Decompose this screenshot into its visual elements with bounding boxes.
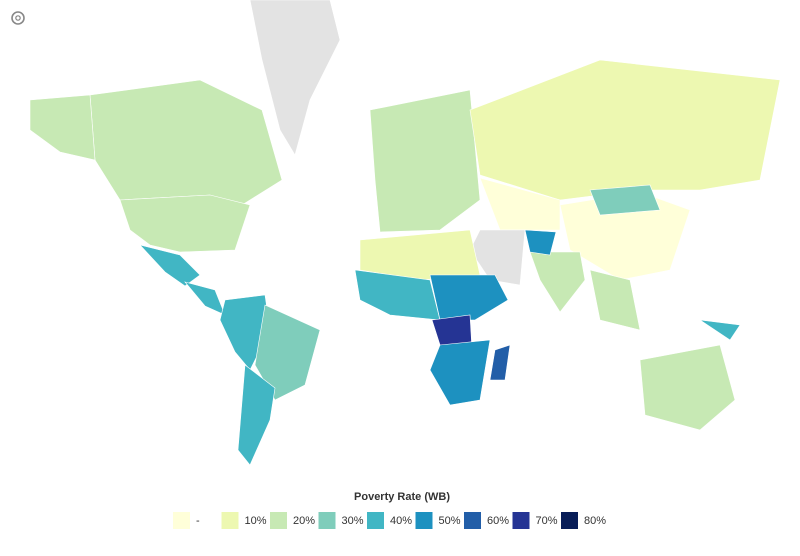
country [479,177,561,231]
country [184,281,226,316]
country [639,344,736,431]
legend-label: 80% [584,515,606,527]
country [359,229,481,281]
country [589,269,641,331]
country [139,244,201,287]
legend-swatch [173,512,190,529]
legend-swatch [415,512,433,529]
country [354,269,441,321]
legend-label: 10% [245,515,267,527]
gear-hub [15,15,21,21]
legend-title: Poverty Rate (WB) [354,491,450,503]
legend-swatch [270,512,287,529]
legend-label: 20% [293,515,315,527]
legend-label: 30% [342,515,364,527]
country [29,94,96,161]
legend-swatch [512,512,530,529]
legend-label: - [196,515,200,527]
legend-swatch [464,512,481,529]
gear [11,11,25,25]
country [254,304,321,401]
country [369,89,481,233]
country [249,0,341,156]
country [529,251,586,313]
countries [29,0,781,466]
legend-swatch [367,512,384,529]
country [237,364,276,466]
country [524,229,557,256]
legend-label: 40% [390,515,412,527]
legend-swatch [561,512,578,529]
country [89,79,283,206]
legend-label: 60% [487,515,509,527]
country [429,274,509,321]
country [469,59,781,201]
country [119,194,251,253]
country [699,319,741,341]
settings-icon[interactable] [11,11,25,25]
country [489,344,511,381]
legend-swatch [221,512,239,529]
country [589,184,661,216]
legend-label: 50% [439,515,461,527]
country [429,339,491,406]
legend-swatch [318,512,336,529]
legend-label: 70% [536,515,558,527]
legend: - 10% 20% 30% 40% 50% 60% 70% 80% [173,512,606,529]
